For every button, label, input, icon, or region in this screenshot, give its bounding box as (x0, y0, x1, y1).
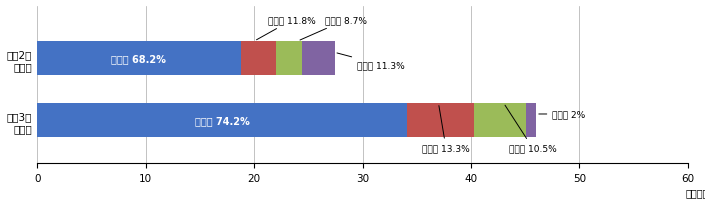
X-axis label: 点数（万点）: 点数（万点） (685, 187, 705, 197)
Text: 特許権 11.3%: 特許権 11.3% (337, 54, 405, 70)
Bar (302, 42, 336, 76)
Text: 意匠権 8.7%: 意匠権 8.7% (300, 16, 367, 41)
Text: 商標権 74.2%: 商標権 74.2% (195, 116, 250, 125)
Bar (240, 42, 276, 76)
Text: 特許権 2%: 特許権 2% (539, 110, 586, 119)
Text: 商標権 68.2%: 商標権 68.2% (111, 54, 166, 64)
Bar (37, 42, 240, 76)
Text: 著作権 11.8%: 著作権 11.8% (257, 16, 316, 41)
Text: 意匠権 10.5%: 意匠権 10.5% (505, 106, 557, 153)
Bar (276, 42, 302, 76)
Bar (526, 104, 536, 137)
Bar (474, 104, 526, 137)
Bar (407, 104, 474, 137)
Text: 著作権 13.3%: 著作権 13.3% (422, 106, 470, 153)
Bar (37, 104, 407, 137)
